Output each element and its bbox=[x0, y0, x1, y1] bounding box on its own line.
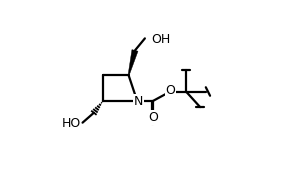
Text: O: O bbox=[148, 111, 158, 124]
Text: N: N bbox=[134, 95, 143, 108]
Text: O: O bbox=[166, 84, 175, 97]
Polygon shape bbox=[128, 50, 138, 75]
Text: HO: HO bbox=[62, 117, 81, 130]
Text: OH: OH bbox=[151, 33, 171, 46]
